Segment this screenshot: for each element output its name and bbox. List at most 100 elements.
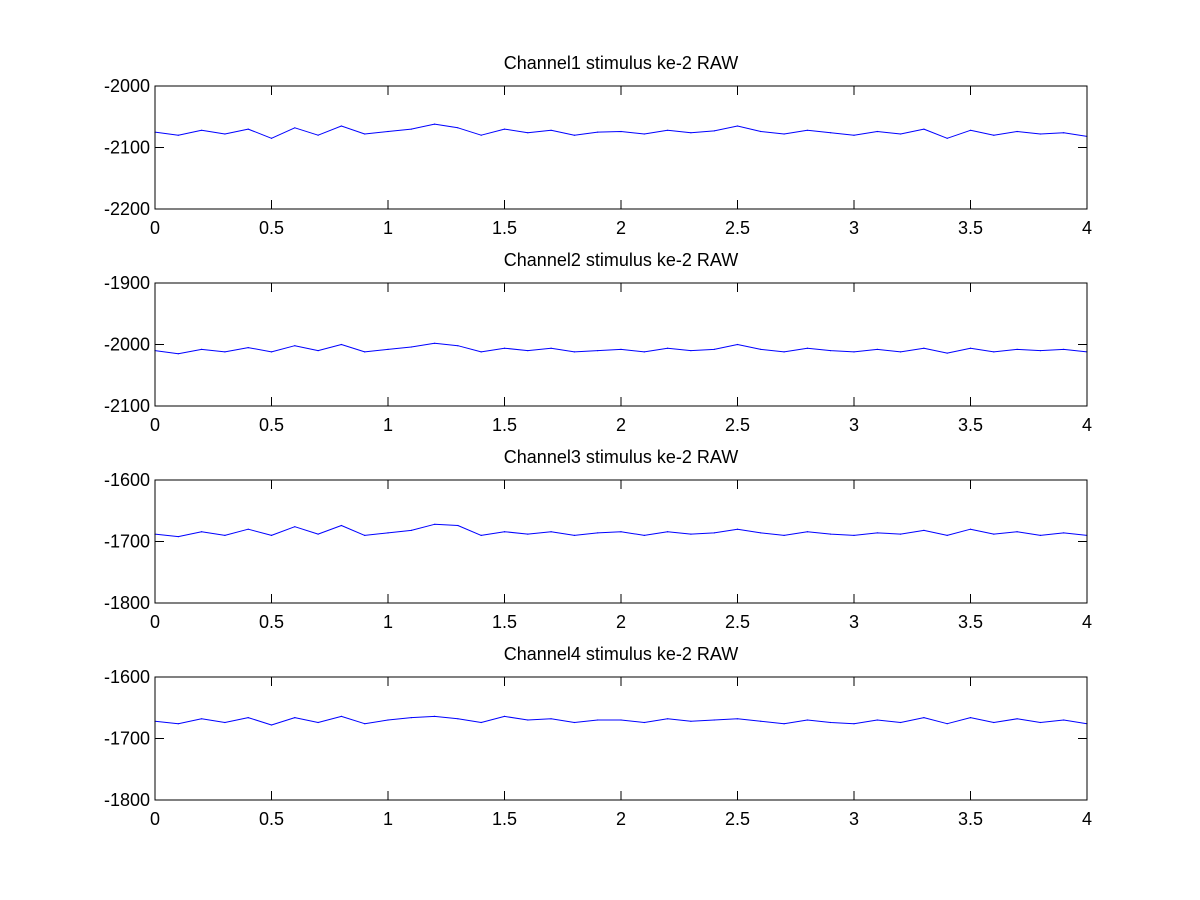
data-point: [247, 128, 249, 130]
data-point: [806, 719, 809, 721]
data-point: [1039, 721, 1041, 724]
data-point: [597, 719, 599, 721]
x-tick-label: 2.5: [725, 218, 750, 238]
y-tick-label: -2200: [104, 199, 150, 219]
x-tick-label: 4: [1082, 415, 1092, 435]
data-point: [340, 125, 342, 127]
data-point: [503, 347, 506, 349]
data-point: [527, 719, 529, 721]
x-tick-label: 1: [383, 415, 393, 435]
data-point: [783, 351, 785, 353]
data-point: [853, 723, 855, 725]
data-point: [667, 129, 669, 131]
data-point: [270, 724, 273, 726]
data-point: [387, 130, 389, 133]
x-tick-label: 1: [383, 809, 393, 829]
data-point: [1063, 532, 1065, 534]
data-point: [923, 717, 925, 719]
data-point: [830, 350, 832, 352]
y-tick-label: -1900: [104, 273, 150, 293]
y-tick-label: -1600: [104, 470, 150, 490]
data-point: [900, 133, 902, 135]
x-tick-label: 3: [849, 415, 859, 435]
x-tick-label: 2.5: [725, 612, 750, 632]
data-point: [993, 721, 995, 724]
data-point: [573, 534, 576, 537]
x-tick-label: 2.5: [725, 415, 750, 435]
data-point: [597, 350, 599, 352]
data-point: [1063, 719, 1065, 721]
data-point: [690, 720, 692, 722]
data-point: [1039, 133, 1041, 135]
data-point: [760, 532, 762, 534]
data-point: [667, 718, 669, 720]
data-point: [457, 718, 459, 720]
data-point: [177, 134, 179, 136]
x-tick-label: 1.5: [492, 218, 517, 238]
subplot-1: Channel1 stimulus ke-2 RAW 0 0.5 1 1.5 2 2.5 3 3…: [104, 53, 1092, 238]
data-point: [643, 721, 645, 724]
x-tick-label: 3: [849, 218, 859, 238]
data-point: [597, 131, 599, 133]
x-tick-label: 0.5: [259, 415, 284, 435]
data-point: [597, 532, 599, 534]
data-point: [387, 719, 389, 721]
y-tick-label: -1600: [104, 667, 150, 687]
subplot-4: Channel4 stimulus ke-2 RAW 0 0.5 1 1.5 2 2.5 3 3…: [104, 644, 1092, 829]
data-point: [317, 533, 319, 535]
data-point: [993, 533, 995, 535]
y-tick-label: -2100: [104, 396, 150, 416]
data-point: [690, 350, 692, 352]
x-tick-label: 2: [616, 415, 626, 435]
data-point: [1016, 718, 1018, 720]
chart-title: Channel1 stimulus ke-2 RAW: [504, 53, 738, 73]
data-point: [340, 715, 342, 718]
data-point: [270, 534, 273, 537]
data-point: [620, 719, 622, 721]
data-point: [201, 718, 203, 720]
x-tick-label: 2.5: [725, 809, 750, 829]
data-point: [317, 134, 319, 136]
data-point: [923, 529, 925, 532]
y-tick-label: -1800: [104, 790, 150, 810]
x-tick-label: 0.5: [259, 809, 284, 829]
data-point: [736, 125, 739, 127]
data-point: [317, 350, 319, 352]
data-point: [434, 715, 436, 718]
data-point: [783, 723, 785, 725]
data-point: [1016, 130, 1018, 133]
y-tick-label: -1800: [104, 593, 150, 613]
x-tick-label: 2: [616, 612, 626, 632]
x-tick-label: 4: [1082, 809, 1092, 829]
data-point: [410, 128, 412, 130]
data-point: [1063, 348, 1065, 350]
data-point: [434, 123, 436, 125]
x-tick-label: 0: [150, 415, 160, 435]
data-point: [876, 130, 878, 133]
data-point: [573, 134, 576, 136]
data-point: [177, 536, 179, 538]
data-point: [620, 348, 622, 350]
data-point: [667, 531, 669, 533]
x-tick-label: 1.5: [492, 809, 517, 829]
data-point: [830, 721, 832, 724]
data-point: [853, 351, 855, 353]
x-tick-label: 1.5: [492, 612, 517, 632]
data-point: [527, 132, 529, 134]
data-point: [201, 531, 203, 533]
data-point: [923, 128, 925, 130]
subplot-2: Channel2 stimulus ke-2 RAW 0 0.5 1 1.5 2 2.5 3 3…: [104, 250, 1092, 435]
data-point: [993, 351, 995, 353]
data-point: [573, 351, 576, 353]
data-point: [294, 526, 296, 528]
data-point: [457, 345, 459, 347]
chart-title: Channel3 stimulus ke-2 RAW: [504, 447, 738, 467]
data-point: [410, 717, 412, 719]
data-point: [969, 347, 972, 349]
data-point: [364, 351, 366, 353]
x-tick-label: 1: [383, 218, 393, 238]
data-point: [294, 345, 296, 347]
chart-title: Channel4 stimulus ke-2 RAW: [504, 644, 738, 664]
data-point: [643, 133, 645, 135]
